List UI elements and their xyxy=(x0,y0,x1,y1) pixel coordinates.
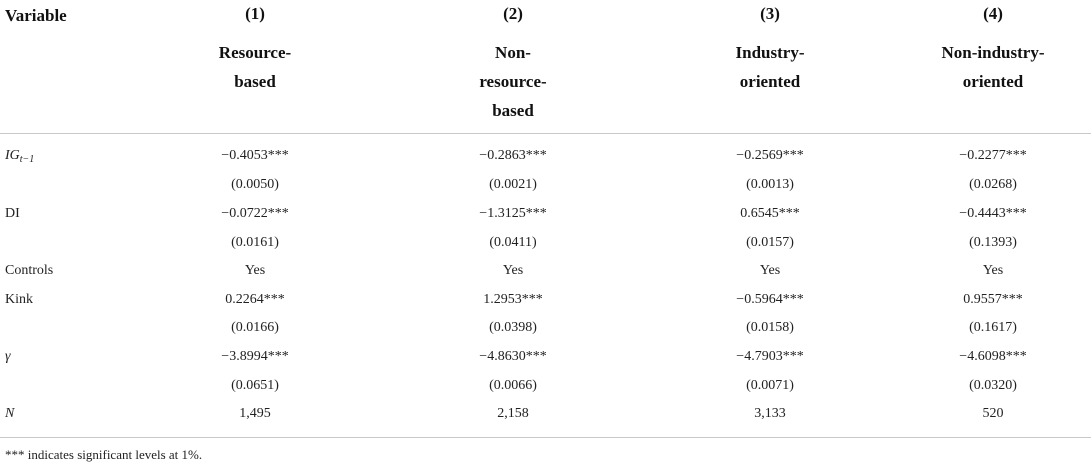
row-label-subscript: t−1 xyxy=(19,154,35,165)
table-cell: (0.0398) xyxy=(489,320,537,335)
table-cell: (0.0411) xyxy=(489,235,537,250)
table-row: DI −0.0722*** −1.3125*** 0.6545*** −0.44… xyxy=(0,200,1091,228)
row-label: N xyxy=(5,400,14,428)
table-cell: −1.3125*** xyxy=(479,206,547,221)
table-cell: 3,133 xyxy=(754,406,786,421)
table-cell: −4.8630*** xyxy=(479,349,547,364)
row-label-main: IG xyxy=(5,148,20,163)
table-row: N 1,495 2,158 3,133 520 xyxy=(0,400,1091,428)
column-name-3: Industry- oriented xyxy=(685,38,855,96)
table-cell: 0.9557*** xyxy=(963,292,1023,307)
table-cell: (0.0050) xyxy=(231,177,279,192)
table-cell: 520 xyxy=(982,406,1004,421)
table-cell: (0.0320) xyxy=(969,378,1017,393)
table-cell: −0.2277*** xyxy=(959,148,1027,163)
column-number-2: (2) xyxy=(503,4,523,23)
column-number-3: (3) xyxy=(760,4,780,23)
table-cell: 1,495 xyxy=(239,406,271,421)
row-label-main: N xyxy=(5,406,15,421)
table-cell: −0.2863*** xyxy=(479,148,547,163)
column-number-4: (4) xyxy=(983,4,1003,23)
table-row: γ −3.8994*** −4.8630*** −4.7903*** −4.60… xyxy=(0,343,1091,371)
column-name-4: Non-industry- oriented xyxy=(908,38,1078,96)
column-name-3-line-1: Industry- xyxy=(735,43,805,62)
table-cell: (0.0158) xyxy=(746,320,794,335)
row-label: DI xyxy=(5,206,20,221)
table-cell: −0.0722*** xyxy=(221,206,289,221)
table-cell: −4.7903*** xyxy=(736,349,804,364)
header-rule xyxy=(0,133,1091,134)
column-name-1-line-1: Resource- xyxy=(218,43,292,62)
row-label-main: γ xyxy=(5,349,11,364)
column-number-1: (1) xyxy=(245,4,265,23)
column-name-2-line-1: Non- xyxy=(495,43,531,62)
table-cell: (0.0157) xyxy=(746,235,794,250)
column-name-2-line-3: based xyxy=(492,101,534,120)
column-name-2-line-2: resource- xyxy=(479,72,547,91)
table-cell: (0.0651) xyxy=(231,378,279,393)
table-cell: Yes xyxy=(502,263,524,278)
row-label: Kink xyxy=(5,292,33,307)
variable-header: Variable xyxy=(5,6,67,25)
column-name-1-line-2: based xyxy=(234,72,276,91)
table-row: Kink 0.2264*** 1.2953*** −0.5964*** 0.95… xyxy=(0,286,1091,314)
table-cell: 0.2264*** xyxy=(225,292,285,307)
table-row: IGt−1 −0.4053*** −0.2863*** −0.2569*** −… xyxy=(0,142,1091,170)
table-row: Controls Yes Yes Yes Yes xyxy=(0,257,1091,285)
row-label: Controls xyxy=(5,263,54,278)
table-cell: (0.0268) xyxy=(969,177,1017,192)
column-name-4-line-2: oriented xyxy=(962,72,1024,91)
table-cell: Yes xyxy=(982,263,1004,278)
table-footnote: *** indicates significant levels at 1%. xyxy=(5,447,203,462)
column-name-4-line-1: Non-industry- xyxy=(941,43,1045,62)
table-cell: −0.2569*** xyxy=(736,148,804,163)
table-cell: −0.5964*** xyxy=(736,292,804,307)
table-cell: −0.4443*** xyxy=(959,206,1027,221)
column-name-2: Non- resource- based xyxy=(428,38,598,125)
column-name-3-line-2: oriented xyxy=(739,72,801,91)
row-label: γ xyxy=(5,343,11,371)
table-cell: (0.0161) xyxy=(231,235,279,250)
table-cell: (0.1393) xyxy=(969,235,1017,250)
column-name-1: Resource- based xyxy=(170,38,340,96)
table-row: (0.0651) (0.0066) (0.0071) (0.0320) xyxy=(0,372,1091,400)
table-cell: Yes xyxy=(244,263,266,278)
table-cell: (0.0021) xyxy=(489,177,537,192)
bottom-rule xyxy=(0,437,1091,438)
table-cell: 2,158 xyxy=(497,406,529,421)
table-cell: (0.0066) xyxy=(489,378,537,393)
table-cell: Yes xyxy=(759,263,781,278)
table-row: (0.0166) (0.0398) (0.0158) (0.1617) xyxy=(0,314,1091,342)
row-label: IGt−1 xyxy=(5,142,34,174)
table-cell: (0.1617) xyxy=(969,320,1017,335)
table-cell: −4.6098*** xyxy=(959,349,1027,364)
table-cell: (0.0071) xyxy=(746,378,794,393)
table-cell: −0.4053*** xyxy=(221,148,289,163)
table-cell: −3.8994*** xyxy=(221,349,289,364)
table-cell: 1.2953*** xyxy=(483,292,543,307)
table-cell: (0.0166) xyxy=(231,320,279,335)
table-row: (0.0050) (0.0021) (0.0013) (0.0268) xyxy=(0,171,1091,199)
table-cell: 0.6545*** xyxy=(740,206,800,221)
table-cell: (0.0013) xyxy=(746,177,794,192)
table-row: (0.0161) (0.0411) (0.0157) (0.1393) xyxy=(0,229,1091,257)
